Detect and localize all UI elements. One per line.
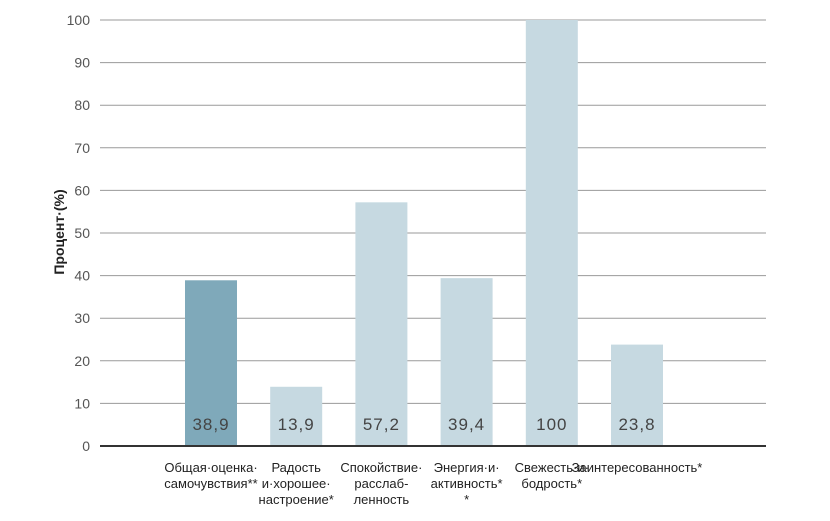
bar-value-label: 38,9 [192,415,229,434]
y-tick-label: 40 [74,268,90,284]
category-label: Заинтересованность* [572,460,703,475]
bar [185,280,237,446]
category-label: Свежесть·и· бодрость* [515,460,589,491]
bar-value-label: 39,4 [448,415,485,434]
bar [440,278,493,446]
y-axis-ticks: 0 10 20 30 40 50 60 70 80 90 100 [67,12,91,454]
bar [611,344,663,446]
y-tick-label: 50 [74,225,90,241]
bar-value-label: 13,9 [278,415,315,434]
category-label: Общая·оценка· самочувствия** [164,460,257,491]
bar [270,386,323,446]
category-label: Энергия·и· активность* * [431,460,503,507]
bar [355,202,408,446]
y-tick-label: 0 [82,438,90,454]
y-tick-label: 80 [74,97,90,113]
y-tick-label: 100 [67,12,91,28]
bar [525,20,578,446]
y-tick-label: 30 [74,310,90,326]
y-tick-label: 60 [74,182,90,198]
category-label: Радость и·хорошее· настроение* [259,460,334,507]
bar-value-label: 100 [536,415,567,434]
bars [185,20,663,446]
bar-value-label: 57,2 [363,415,400,434]
category-labels: Общая·оценка· самочувствия**Радость и·хоро… [164,460,702,507]
y-tick-label: 20 [74,353,90,369]
y-tick-label: 70 [74,140,90,156]
bar-value-label: 23,8 [618,415,655,434]
y-tick-label: 10 [74,395,90,411]
y-axis-label: Процент·(%) [51,189,67,274]
category-label: Спокойствие· расслаб-ленность [340,460,422,507]
value-labels: 38,9 13,9 57,2 39,4 100 23,8 [192,415,655,434]
y-tick-label: 90 [74,55,90,71]
